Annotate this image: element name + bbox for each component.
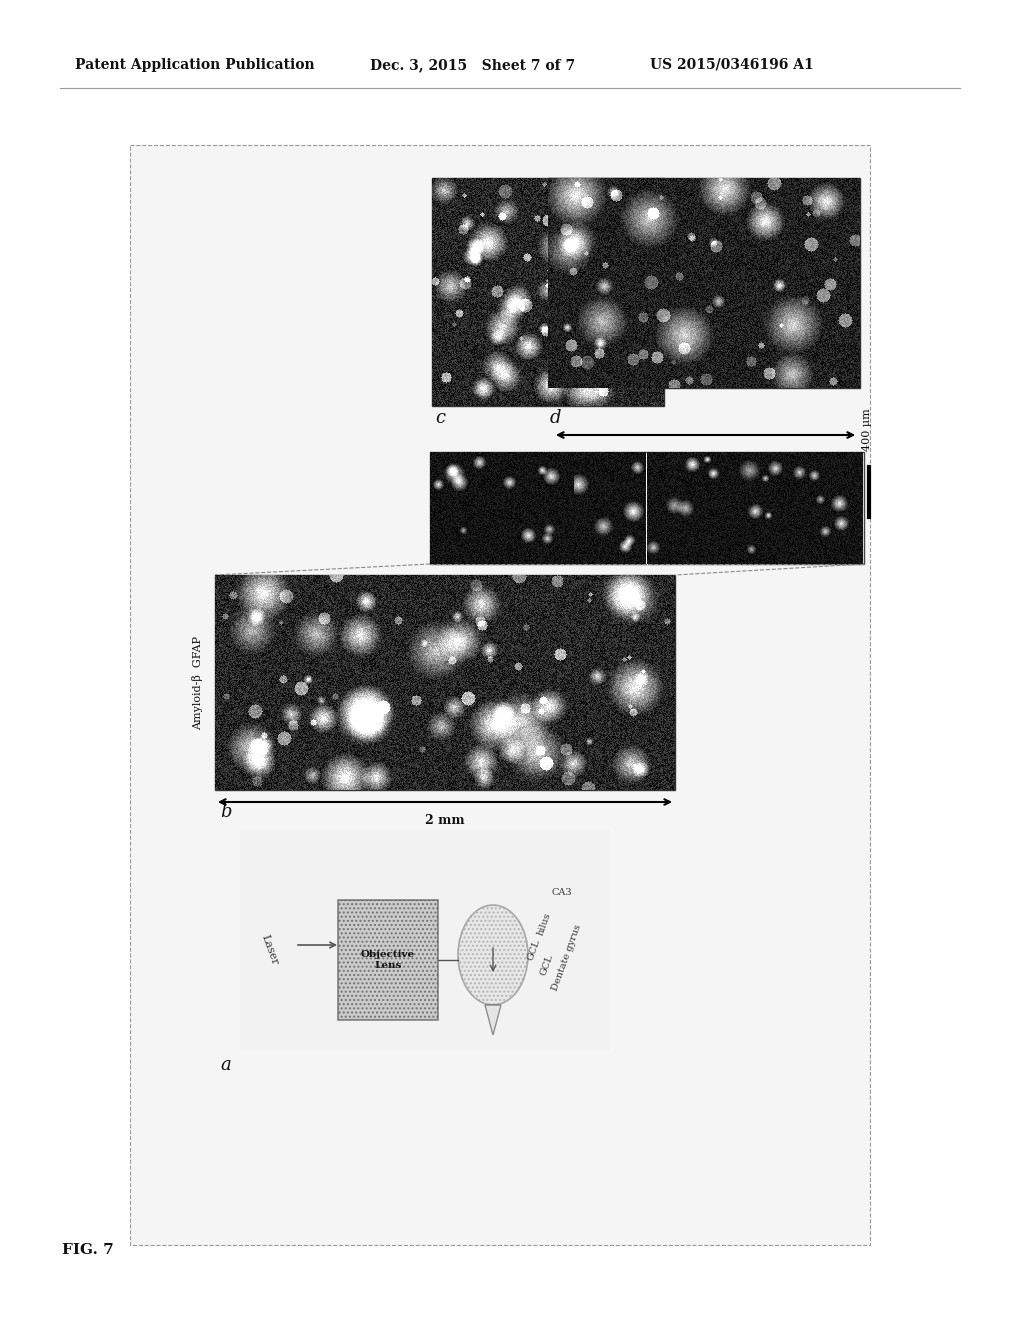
Text: GCL: GCL	[539, 953, 555, 977]
Text: 6: 6	[796, 546, 804, 556]
Bar	[240, 830, 610, 1049]
Text: 2: 2	[326, 766, 335, 777]
Bar	[338, 900, 438, 1020]
Text: 2 mm: 2 mm	[425, 814, 465, 828]
Text: Dentate gyrus: Dentate gyrus	[551, 923, 584, 993]
Text: 5: 5	[723, 546, 731, 556]
Text: 5: 5	[556, 766, 564, 777]
Text: CA3: CA3	[551, 888, 571, 898]
Text: 3: 3	[579, 546, 587, 556]
Bar	[583, 473, 641, 546]
Bar	[215, 576, 675, 789]
Text: 1: 1	[434, 546, 441, 556]
Text: a: a	[220, 1056, 230, 1074]
Text: Laser: Laser	[260, 933, 281, 966]
Text: 4: 4	[651, 546, 658, 556]
Text: 2: 2	[506, 546, 514, 556]
Text: Dec. 3, 2015   Sheet 7 of 7: Dec. 3, 2015 Sheet 7 of 7	[370, 58, 575, 73]
Text: d: d	[550, 409, 561, 426]
Text: Patent Application Publication: Patent Application Publication	[75, 58, 314, 73]
Text: c: c	[435, 409, 445, 426]
Text: b: b	[220, 803, 231, 821]
Text: Objective
Lens: Objective Lens	[360, 950, 415, 970]
Text: hilus: hilus	[536, 912, 553, 937]
Text: 4: 4	[479, 766, 487, 777]
Text: 3: 3	[402, 766, 411, 777]
Text: FIG. 7: FIG. 7	[62, 1243, 114, 1257]
Text: 400 μm: 400 μm	[862, 409, 872, 451]
Text: US 2015/0346196 A1: US 2015/0346196 A1	[650, 58, 814, 73]
Ellipse shape	[458, 906, 528, 1005]
Bar	[548, 178, 860, 388]
Polygon shape	[485, 1005, 501, 1035]
Text: GCL: GCL	[526, 939, 542, 962]
Text: 6: 6	[633, 766, 641, 777]
Bar	[430, 451, 864, 564]
Bar	[432, 178, 664, 407]
Text: Amyloid-β  GFAP: Amyloid-β GFAP	[193, 635, 204, 730]
Bar	[130, 145, 870, 1245]
Text: 1: 1	[249, 766, 258, 777]
